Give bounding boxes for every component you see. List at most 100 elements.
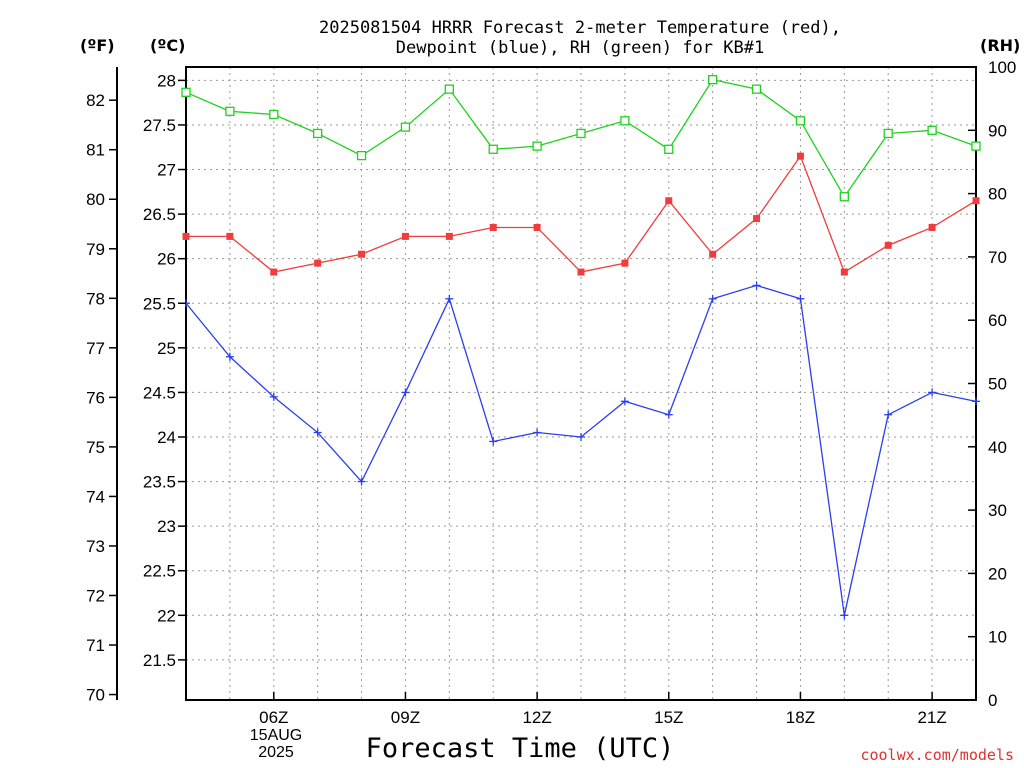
tick-labels: 21.5 22 22.5 23 23.5 24 24.5 25 25.5 26 26.5 27 27.5… [86,58,1016,727]
dewpoint-point [401,388,410,397]
temperature-point [182,232,190,240]
rh-tick-label: 20 [988,564,1007,583]
rh-point [795,116,806,126]
fahrenheit-unit-label: (ºF) [80,36,115,55]
rh-point [313,128,323,139]
fahrenheit-tick-label: 75 [86,438,105,457]
rh-point [708,75,718,85]
series-markers [181,75,981,620]
fahrenheit-tick-label: 70 [86,686,105,705]
x-tick-label: 15Z [654,708,683,727]
chart-title-line-1: 2025081504 HRRR Forecast 2-meter Tempera… [319,18,841,38]
temperature-point [709,250,717,258]
dewpoint-point [884,410,893,419]
rh-point [751,84,762,94]
temperature-point [270,268,278,276]
date-year-label: 2025 [258,744,294,761]
celsius-tick-label: 23 [157,517,176,536]
temperature-point [972,197,980,205]
temperature-point [314,259,322,267]
fahrenheit-tick-label: 80 [86,190,105,209]
rh-tick-label: 10 [988,628,1007,647]
rh-point [181,87,191,97]
temperature-point [840,268,848,276]
x-axis-label: Forecast Time (UTC) [365,733,675,764]
fahrenheit-tick-label: 79 [86,240,105,259]
rh-tick-label: 80 [988,185,1007,204]
temperature-point [928,223,936,231]
temperature-point [358,250,366,258]
celsius-tick-label: 26 [157,250,176,269]
celsius-tick-label: 23.5 [143,473,176,492]
temperature-point [577,268,585,276]
rh-tick-label: 60 [988,311,1007,330]
temperature-point [621,259,629,267]
celsius-tick-label: 28 [157,71,176,90]
rh-point [532,141,542,151]
rh-point [576,128,586,139]
temperature-point [401,232,409,240]
rh-tick-label: 100 [988,58,1016,77]
x-tick-label: 06Z [259,708,288,727]
temperature-point [533,223,541,231]
dewpoint-point [357,477,366,486]
dewpoint-point [796,294,805,303]
x-tick-label: 18Z [786,708,815,727]
dewpoint-point [664,410,673,419]
rh-point [356,150,367,161]
celsius-tick-label: 27.5 [143,116,176,135]
fahrenheit-tick-label: 78 [86,289,105,308]
dewpoint-point [620,397,629,406]
rh-tick-label: 0 [988,691,997,710]
rh-point [488,144,498,154]
dewpoint-point [269,392,278,401]
fahrenheit-tick-label: 82 [86,91,105,110]
temperature-point [884,241,892,249]
celsius-tick-label: 27 [157,161,176,180]
fahrenheit-tick-label: 74 [86,487,105,506]
celsius-tick-label: 21.5 [143,651,176,670]
x-tick-label: 21Z [917,708,946,727]
grid-lines [186,67,976,700]
rh-point [971,141,981,151]
dewpoint-point [225,352,234,361]
rh-point [883,128,893,139]
celsius-tick-label: 25.5 [143,294,176,313]
temperature-point [489,223,497,231]
celsius-tick-label: 26.5 [143,205,176,224]
chart-title-line-2: Dewpoint (blue), RH (green) for KB#1 [395,38,765,58]
fahrenheit-tick-label: 81 [86,141,105,160]
celsius-tick-label: 24 [157,428,176,447]
temperature-point [665,197,673,205]
date-day-label: 15AUG [249,727,303,744]
fahrenheit-tick-label: 76 [86,388,105,407]
celsius-tick-label: 25 [157,339,176,358]
temperature-point [796,152,804,160]
rh-point [620,116,630,126]
fahrenheit-tick-label: 71 [86,636,105,655]
temperature-point [753,215,761,223]
celsius-tick-label: 22.5 [143,562,176,581]
x-tick-label: 09Z [391,708,420,727]
fahrenheit-tick-label: 73 [86,537,105,556]
rh-point [927,125,937,135]
rh-tick-label: 30 [988,501,1007,520]
celsius-tick-label: 22 [157,606,176,625]
rh-point [400,122,411,132]
dewpoint-point [752,281,761,290]
fahrenheit-tick-label: 72 [86,586,105,605]
rh-point [269,109,279,120]
rh-tick-label: 50 [988,375,1007,394]
dewpoint-point [313,428,322,437]
rh-point [664,144,674,154]
series-lines [185,78,977,616]
temperature-point [226,232,234,240]
celsius-unit-label: (ºC) [150,36,186,55]
dewpoint-point [928,388,937,397]
plot-frame [185,66,977,701]
celsius-tick-label: 24.5 [143,383,176,402]
rh-tick-label: 70 [988,248,1007,267]
x-tick-label: 12Z [522,708,551,727]
dewpoint-point [445,294,454,303]
